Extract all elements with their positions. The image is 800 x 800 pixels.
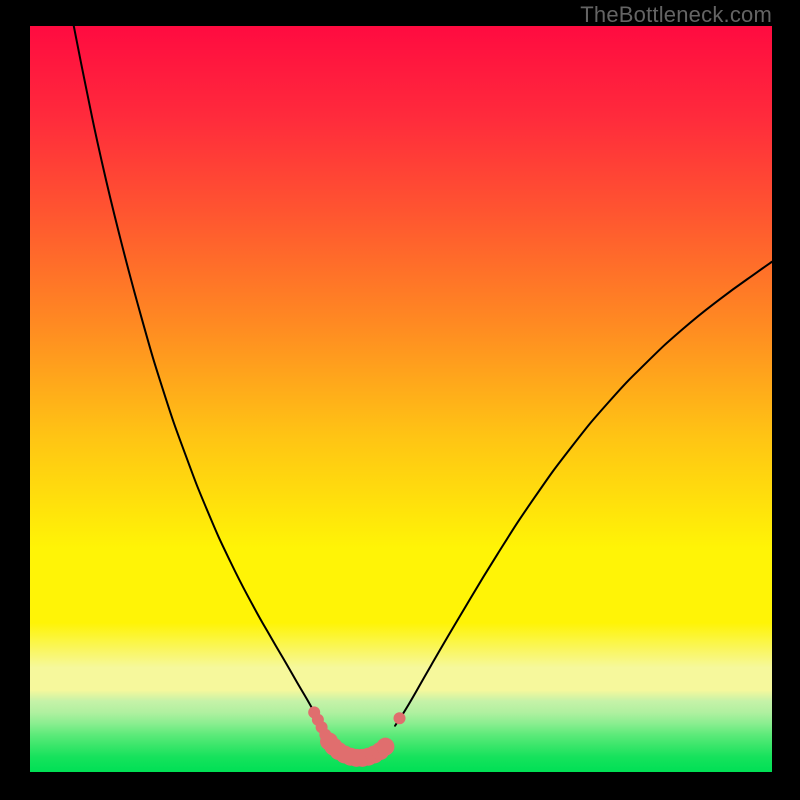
marker-point [394, 712, 406, 724]
plot-area [30, 26, 772, 772]
marker-point [376, 738, 394, 756]
plot-svg [30, 26, 772, 772]
watermark-text: TheBottleneck.com [580, 2, 772, 28]
plot-background [30, 26, 772, 772]
